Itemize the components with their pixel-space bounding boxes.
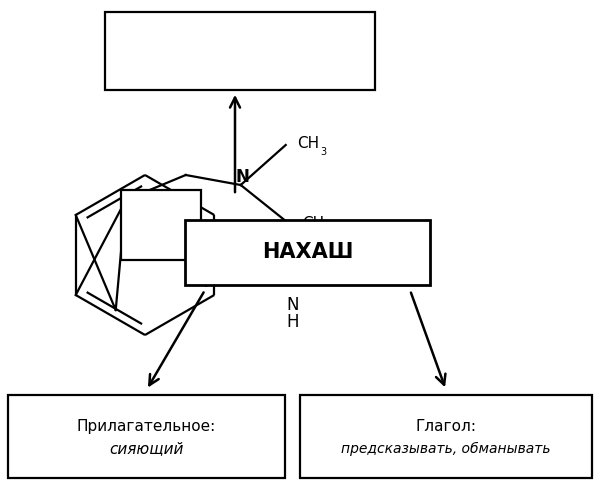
Bar xyxy=(105,12,375,90)
Text: N: N xyxy=(286,296,299,314)
Text: предсказывать, обманывать: предсказывать, обманывать xyxy=(341,441,551,455)
Text: НАХАШ: НАХАШ xyxy=(262,243,353,262)
Bar xyxy=(300,395,592,478)
Text: 3: 3 xyxy=(326,227,332,237)
Text: CH: CH xyxy=(302,215,324,231)
Text: змей: змей xyxy=(219,54,261,72)
Bar xyxy=(185,220,430,285)
Bar xyxy=(8,395,285,478)
Text: сияющий: сияющий xyxy=(109,441,184,456)
Text: Прилагательное:: Прилагательное: xyxy=(77,419,216,434)
Text: N: N xyxy=(236,168,250,186)
Text: Существительное:: Существительное: xyxy=(158,32,322,50)
Text: CH: CH xyxy=(296,135,319,150)
Text: H: H xyxy=(286,313,299,331)
Text: 3: 3 xyxy=(320,147,327,157)
Bar xyxy=(121,190,201,260)
Text: Глагол:: Глагол: xyxy=(415,419,476,434)
